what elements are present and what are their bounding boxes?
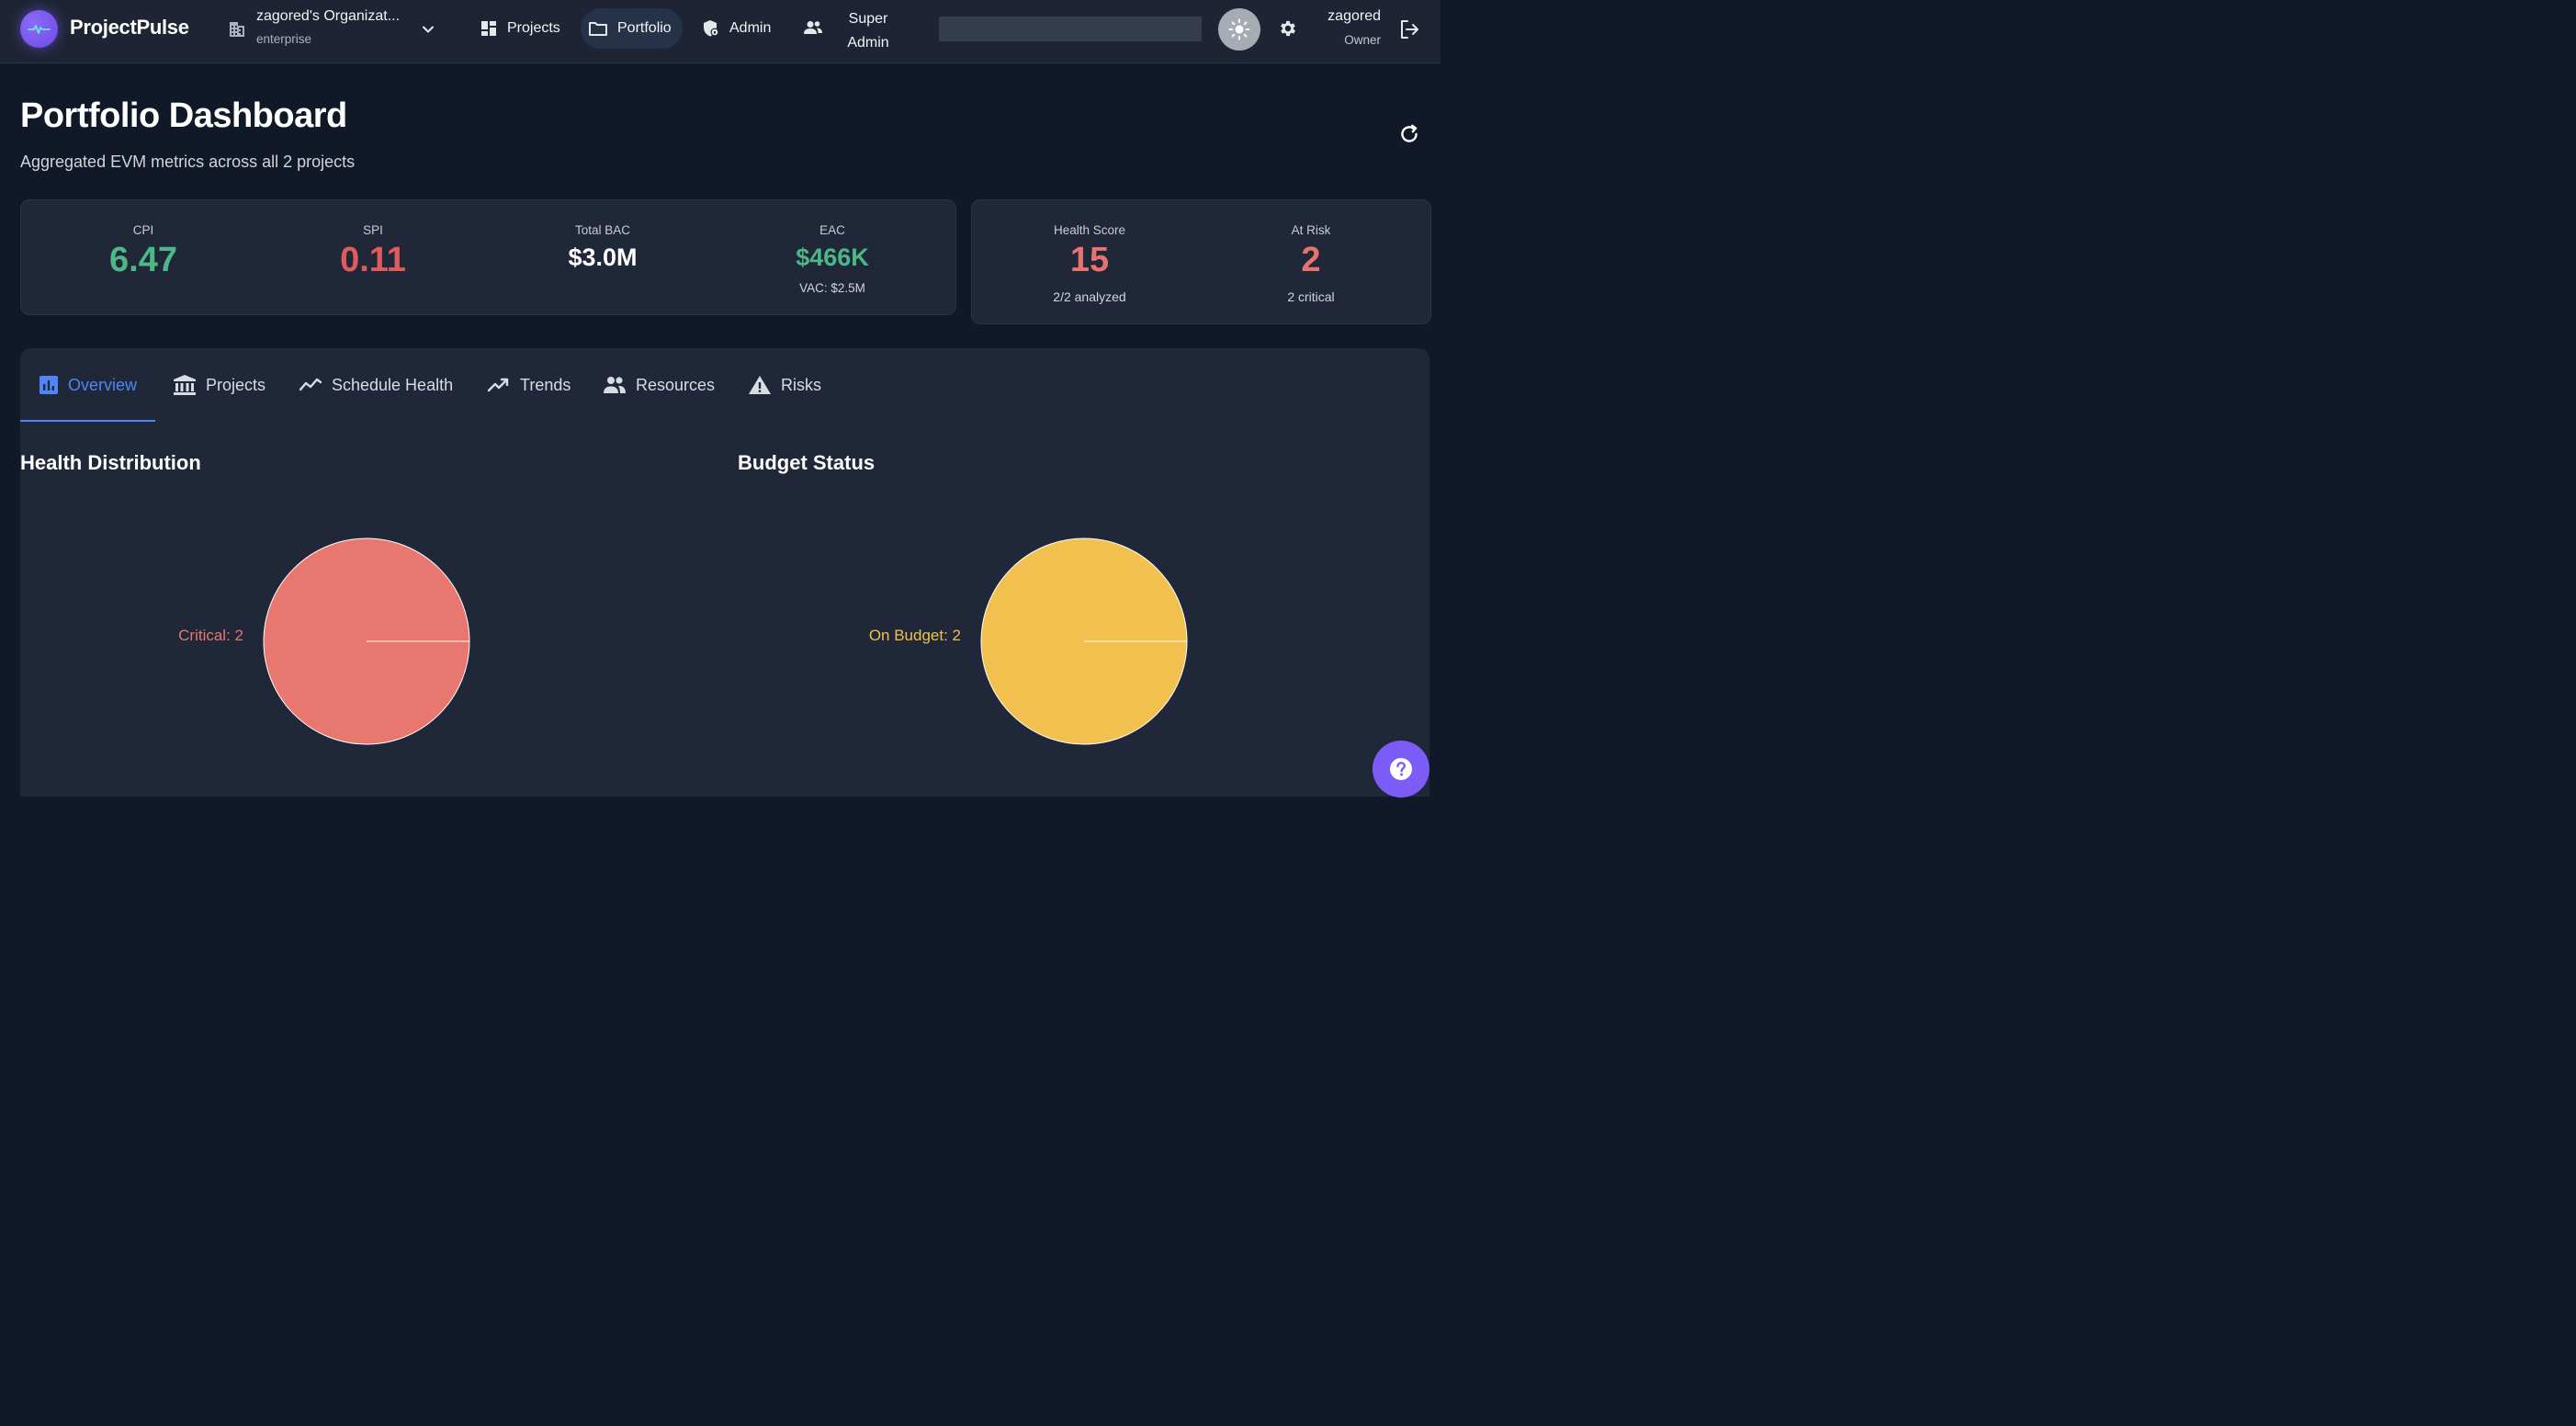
app-name[interactable]: ProjectPulse xyxy=(70,16,189,39)
dashboard-panel: Overview Projects Schedule Health Tren xyxy=(20,348,1429,797)
health-metrics-card: Health Score 15 2/2 analyzed At Risk 2 2… xyxy=(971,199,1431,324)
nav-projects[interactable]: Projects xyxy=(472,8,568,49)
health-pie-label: Critical: 2 xyxy=(178,627,243,644)
people-icon xyxy=(603,376,627,394)
metric-at-risk-value: 2 xyxy=(1301,241,1321,279)
building-icon xyxy=(228,20,246,43)
nav-admin-label: Admin xyxy=(729,20,772,36)
bar-chart-icon xyxy=(39,375,59,395)
help-icon xyxy=(1390,758,1412,780)
health-distribution-title: Health Distribution xyxy=(20,451,201,474)
folder-icon xyxy=(588,19,608,38)
people-icon xyxy=(803,20,823,35)
top-navigation-bar: ProjectPulse zagored's Organizat... ente… xyxy=(0,0,1441,63)
theme-toggle-button[interactable] xyxy=(1218,8,1260,51)
metric-at-risk-label: At Risk xyxy=(1291,223,1331,237)
tab-projects-label: Projects xyxy=(206,375,266,394)
tab-resources[interactable]: Resources xyxy=(603,348,715,422)
page-subtitle: Aggregated EVM metrics across all 2 proj… xyxy=(20,153,356,171)
metric-health-score-label: Health Score xyxy=(1053,223,1126,237)
warning-icon xyxy=(748,375,772,395)
chevron-down-icon[interactable] xyxy=(421,22,435,41)
metric-cpi-label: CPI xyxy=(132,223,154,237)
tab-risks-label: Risks xyxy=(781,375,821,394)
tab-projects[interactable]: Projects xyxy=(173,348,266,422)
user-role: Owner xyxy=(1344,33,1381,47)
tab-trends[interactable]: Trends xyxy=(487,348,571,422)
nav-portfolio-label: Portfolio xyxy=(617,20,672,36)
tab-overview[interactable]: Overview xyxy=(39,348,137,422)
tab-schedule-health-label: Schedule Health xyxy=(332,375,454,394)
nav-projects-label: Projects xyxy=(507,20,560,36)
page-title: Portfolio Dashboard xyxy=(20,96,347,135)
shield-lock-icon xyxy=(702,19,720,38)
organization-plan: enterprise xyxy=(256,32,312,46)
nav-portfolio[interactable]: Portfolio xyxy=(581,8,683,49)
evm-metrics-card: CPI 6.47 SPI 0.11 Total BAC $3.0M EAC $4… xyxy=(20,199,956,315)
metric-total-bac-value: $3.0M xyxy=(568,243,638,271)
bank-icon xyxy=(173,374,197,396)
sun-icon xyxy=(1228,18,1250,40)
organization-name[interactable]: zagored's Organizat... xyxy=(256,8,401,24)
metric-vac-value: VAC: $2.5M xyxy=(799,281,865,295)
tab-schedule-health[interactable]: Schedule Health xyxy=(299,348,453,422)
metric-spi-value: 0.11 xyxy=(340,241,406,279)
active-tab-indicator xyxy=(20,420,155,422)
metric-health-score-value: 15 xyxy=(1069,241,1110,279)
search-bar[interactable] xyxy=(939,17,1202,41)
logout-icon[interactable] xyxy=(1398,18,1420,45)
gear-icon[interactable] xyxy=(1278,18,1298,43)
budget-pie-label: On Budget: 2 xyxy=(868,627,961,644)
line-chart-icon xyxy=(299,376,322,394)
nav-super-admin[interactable]: Super Admin xyxy=(797,5,898,51)
budget-status-title: Budget Status xyxy=(738,451,876,474)
metric-health-score-sub: 2/2 analyzed xyxy=(1053,289,1126,304)
tab-trends-label: Trends xyxy=(520,375,571,394)
tab-resources-label: Resources xyxy=(636,375,716,394)
metric-cpi-value: 6.47 xyxy=(109,241,177,279)
health-distribution-pie xyxy=(263,538,470,745)
dashboard-grid-icon xyxy=(480,19,498,38)
pulse-icon xyxy=(28,25,51,34)
tab-overview-label: Overview xyxy=(68,375,138,394)
refresh-icon[interactable] xyxy=(1397,122,1421,151)
user-name[interactable]: zagored xyxy=(1328,8,1381,24)
trending-up-icon xyxy=(487,376,511,394)
metric-eac-label: EAC xyxy=(819,223,845,237)
budget-status-pie xyxy=(980,538,1188,745)
tab-risks[interactable]: Risks xyxy=(748,348,821,422)
nav-admin[interactable]: Admin xyxy=(695,8,778,49)
metric-at-risk-sub: 2 critical xyxy=(1287,289,1335,304)
app-logo[interactable] xyxy=(20,10,58,48)
nav-super-admin-label: Super Admin xyxy=(847,11,889,51)
metric-eac-value: $466K xyxy=(796,243,869,271)
help-button[interactable] xyxy=(1373,741,1429,798)
metric-total-bac-label: Total BAC xyxy=(574,223,631,237)
metric-spi-label: SPI xyxy=(363,223,383,237)
